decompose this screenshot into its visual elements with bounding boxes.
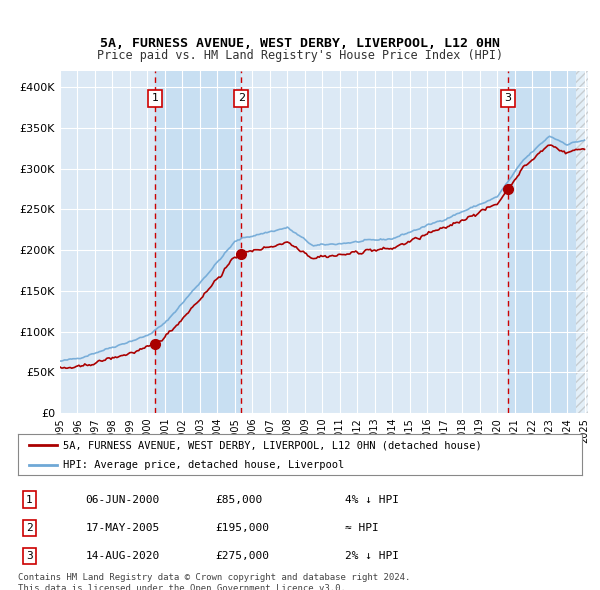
- Text: 14-AUG-2020: 14-AUG-2020: [86, 551, 160, 561]
- Text: ≈ HPI: ≈ HPI: [345, 523, 379, 533]
- Text: £195,000: £195,000: [215, 523, 269, 533]
- Text: 2: 2: [26, 523, 32, 533]
- Bar: [155, 71, 241, 413]
- Text: HPI: Average price, detached house, Liverpool: HPI: Average price, detached house, Live…: [63, 460, 344, 470]
- Text: 17-MAY-2005: 17-MAY-2005: [86, 523, 160, 533]
- Text: Contains HM Land Registry data © Crown copyright and database right 2024.: Contains HM Land Registry data © Crown c…: [18, 573, 410, 582]
- Text: £275,000: £275,000: [215, 551, 269, 561]
- Text: 06-JUN-2000: 06-JUN-2000: [86, 494, 160, 504]
- Text: 5A, FURNESS AVENUE, WEST DERBY, LIVERPOOL, L12 0HN (detached house): 5A, FURNESS AVENUE, WEST DERBY, LIVERPOO…: [63, 440, 482, 450]
- Text: 2: 2: [238, 93, 245, 103]
- Text: 5A, FURNESS AVENUE, WEST DERBY, LIVERPOOL, L12 0HN: 5A, FURNESS AVENUE, WEST DERBY, LIVERPOO…: [100, 37, 500, 50]
- Text: 4% ↓ HPI: 4% ↓ HPI: [345, 494, 399, 504]
- Text: 2% ↓ HPI: 2% ↓ HPI: [345, 551, 399, 561]
- Bar: [576, 71, 588, 413]
- Text: 3: 3: [26, 551, 32, 561]
- Text: This data is licensed under the Open Government Licence v3.0.: This data is licensed under the Open Gov…: [18, 584, 346, 590]
- Text: 1: 1: [26, 494, 32, 504]
- Bar: [508, 71, 584, 413]
- Text: £85,000: £85,000: [215, 494, 263, 504]
- Text: Price paid vs. HM Land Registry's House Price Index (HPI): Price paid vs. HM Land Registry's House …: [97, 49, 503, 62]
- Text: 3: 3: [505, 93, 511, 103]
- Text: 1: 1: [151, 93, 158, 103]
